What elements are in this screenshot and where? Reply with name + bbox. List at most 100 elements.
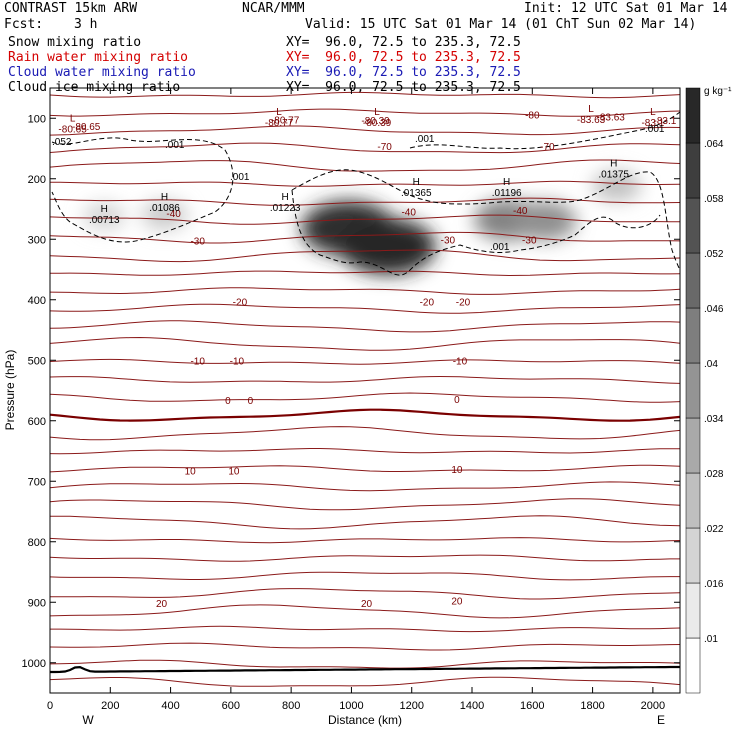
colorbar-label: .022: [704, 524, 724, 535]
isotherm-label: -20: [456, 298, 471, 309]
isotherm-line: [50, 392, 680, 403]
x-end-left: W: [82, 713, 94, 727]
x-tick-label: 800: [282, 700, 300, 712]
isotherm-line: [50, 231, 680, 244]
colorbar-segment: [685, 582, 701, 639]
colorbar-label: .046: [704, 304, 724, 315]
isotherm-label: -70: [377, 142, 392, 153]
isotherm-label: 0: [248, 396, 254, 407]
isotherm-line: [50, 320, 680, 333]
isotherm-line: [50, 604, 680, 619]
high-marker: H: [503, 177, 510, 188]
isotherm-line: [50, 498, 680, 511]
colorbar-segment: [685, 142, 701, 199]
axes: 0 200 400 600 800 1000 1200 1400 1600 1800 2000100…: [22, 88, 680, 712]
isotherm-line: [50, 336, 680, 351]
colorbar-segment: [685, 527, 701, 584]
colorbar-label: .01: [704, 634, 718, 645]
isotherm-label: -80: [525, 111, 540, 122]
x-tick-label: 1600: [520, 700, 544, 712]
field-rain-xy: XY= 96.0, 72.5 to 235.3, 72.5: [286, 50, 521, 65]
low-marker: L: [276, 107, 282, 118]
cloud-ice-label: .001: [230, 172, 250, 183]
isotherm-line: [50, 142, 680, 154]
high-value: .00713: [89, 215, 120, 226]
isotherm-line: [50, 537, 680, 544]
cloud-ice-label: .001: [645, 124, 665, 135]
isotherm-label: -20: [233, 298, 248, 309]
isotherm-line: [50, 554, 680, 562]
isotherm-label: -30: [441, 235, 456, 246]
isotherm-line: [50, 426, 680, 441]
field-snow-xy: XY= 96.0, 72.5 to 235.3, 72.5: [286, 35, 521, 50]
x-end-right: E: [657, 713, 665, 727]
terrain-surface: [50, 665, 680, 674]
isotherm-line: [50, 642, 680, 651]
y-axis-label: Pressure (hPa): [3, 350, 17, 431]
isotherm-line: [50, 159, 680, 172]
colorbar-segment: [685, 637, 701, 694]
isotherm-line: [50, 571, 680, 581]
isotherm-line: [50, 358, 680, 365]
low-value: -83.1: [641, 118, 664, 129]
isotherm-line: [50, 91, 680, 99]
isotherm-line: [50, 588, 680, 600]
cloud-ice-label: .001: [415, 134, 435, 145]
y-tick-label: 1000: [22, 658, 46, 670]
colorbar-label: .034: [704, 414, 724, 425]
isotherm-line: [50, 180, 680, 187]
low-value: -80.65: [58, 124, 87, 135]
isotherm-label: 10: [228, 466, 240, 477]
init-time: Init: 12 UTC Sat 01 Mar 14: [524, 1, 728, 16]
isotherm-label: -30: [190, 236, 205, 247]
field-cloud-water-name: Cloud water mixing ratio: [8, 65, 196, 80]
isotherm-label: -10: [453, 356, 468, 367]
isotherm-label: -10: [190, 356, 205, 367]
cloud-ice-label: .001: [165, 140, 185, 151]
fcst-label: Fcst:: [4, 17, 44, 32]
snow-shading: [82, 170, 642, 275]
isotherm-line: [50, 249, 680, 263]
colorbar-segment: [685, 252, 701, 309]
isotherm-label: -80.77: [271, 115, 300, 126]
y-tick-label: 700: [28, 476, 46, 488]
x-axis-label: Distance (km): [328, 713, 402, 727]
isotherm-label: 20: [156, 599, 168, 610]
isotherm-line: [50, 515, 680, 530]
isotherm-label: -80.39: [361, 116, 390, 127]
high-value: .01365: [401, 188, 432, 199]
isotherm-line: [50, 108, 680, 117]
isotherm-label: -40: [401, 207, 416, 218]
high-marker: H: [413, 177, 420, 188]
low-value: -83.63: [577, 115, 606, 126]
isotherm-line: [50, 625, 680, 633]
high-marker: H: [101, 204, 108, 215]
high-value: .01196: [492, 188, 522, 199]
isotherm-line: [50, 481, 680, 492]
cloud-ice-label: .052: [52, 137, 72, 148]
x-tick-label: 1000: [339, 700, 363, 712]
field-rain-name: Rain water mixing ratio: [8, 50, 189, 65]
snow-blob: [82, 202, 126, 231]
high-value: .01223: [270, 203, 301, 214]
isotherm-line: [50, 303, 680, 314]
fcst-value: 3 h: [74, 17, 98, 32]
colorbar-segment: [685, 87, 701, 144]
low-marker: L: [70, 113, 76, 124]
isotherm-label: -83.1: [654, 116, 677, 127]
terrain-line: [50, 665, 680, 674]
colorbar: .01 .016 .022 .028 .034 .04 .046 .052 .058 .064 g …: [685, 86, 732, 694]
high-value: .01086: [149, 203, 180, 214]
colorbar-segment: [685, 307, 701, 364]
valid-time: Valid: 15 UTC Sat 01 Mar 14 (01 ChT Sun …: [305, 17, 697, 32]
high-marker: H: [610, 159, 617, 170]
isotherm-label: -10: [230, 356, 245, 367]
y-tick-label: 400: [28, 295, 46, 307]
plot-frame: [49, 87, 681, 694]
cloud-ice-outline: [291, 189, 661, 276]
low-marker: L: [650, 107, 656, 118]
isotherm-line: [50, 464, 680, 473]
x-tick-label: 1400: [460, 700, 484, 712]
high-marker: H: [161, 192, 168, 203]
